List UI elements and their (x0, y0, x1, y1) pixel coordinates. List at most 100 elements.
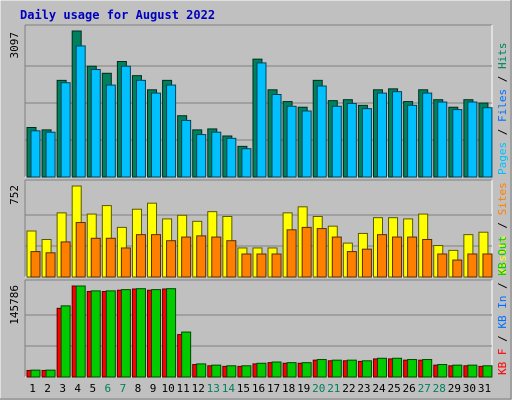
bar-files-day-9 (151, 92, 162, 178)
bar-sites-day-26 (407, 236, 418, 278)
x-tick-label: 3 (59, 382, 66, 395)
bar-files-day-2 (45, 131, 56, 178)
y-tick-label: 752 (8, 185, 21, 205)
x-tick-label: 11 (177, 382, 190, 395)
x-tick-label: 7 (120, 382, 127, 395)
bar-kb-out-day-11 (181, 331, 192, 378)
bar-sites-day-24 (376, 234, 387, 278)
y-tick-label: 145786 (8, 285, 21, 325)
legend-entry: KB Out (496, 236, 509, 276)
bar-files-day-15 (241, 148, 252, 178)
bar-sites-day-14 (226, 240, 237, 278)
legend-entry: Visits (496, 235, 509, 275)
bar-files-day-19 (301, 110, 312, 178)
x-tick-label: 8 (135, 382, 142, 395)
bar-kb-out-day-1 (30, 369, 41, 378)
bar-files-day-17 (271, 94, 282, 178)
x-tick-label: 15 (237, 382, 250, 395)
bar-kb-out-day-25 (392, 357, 403, 378)
bar-kb-out-day-31 (482, 365, 493, 378)
bar-sites-day-16 (256, 253, 267, 278)
bar-sites-day-6 (105, 237, 116, 278)
bar-kb-out-day-8 (135, 288, 146, 378)
bar-files-day-12 (196, 134, 207, 178)
bar-sites-day-21 (331, 236, 342, 278)
legend-separator: / (496, 329, 509, 349)
x-tick-label: 1 (29, 382, 36, 395)
x-tick-label: 13 (207, 382, 220, 395)
bar-kb-out-day-9 (151, 289, 162, 378)
bar-kb-out-day-17 (271, 361, 282, 378)
x-tick-label: 23 (357, 382, 370, 395)
bar-sites-day-5 (90, 237, 101, 278)
bar-files-day-14 (226, 137, 237, 178)
x-tick-label: 21 (327, 382, 340, 395)
legend-entry: Hits (496, 43, 509, 70)
panel-visits-sites: 752 Visits / Sites (8, 179, 509, 278)
panel-kbytes: 145786 KB F / KB In / KB Out (8, 236, 509, 378)
bar-sites-day-28 (437, 253, 448, 278)
legend-entry: KB In (496, 296, 509, 329)
bar-sites-day-7 (120, 247, 131, 278)
bar-kb-out-day-6 (105, 290, 116, 378)
bar-files-day-8 (135, 79, 146, 178)
bar-files-day-7 (120, 65, 131, 178)
legend-separator: / (496, 69, 509, 89)
x-tick-label: 27 (418, 382, 431, 395)
legend-hits-files-pages: Pages / Files / Hits (496, 43, 509, 176)
x-tick-label: 22 (342, 382, 355, 395)
bar-sites-day-22 (346, 251, 357, 278)
bar-files-day-27 (422, 92, 433, 178)
legend-separator: / (496, 276, 509, 296)
x-tick-label: 9 (150, 382, 157, 395)
bar-kb-out-day-15 (241, 365, 252, 378)
bar-kb-out-day-4 (75, 285, 86, 378)
legend-entry: Sites (496, 182, 509, 215)
bar-kb-out-day-7 (120, 289, 131, 378)
bar-sites-day-2 (45, 252, 56, 278)
legend-entry: Files (496, 89, 509, 122)
x-tick-label: 6 (105, 382, 112, 395)
bar-kb-out-day-28 (437, 364, 448, 378)
x-tick-label: 14 (222, 382, 236, 395)
bar-files-day-21 (331, 105, 342, 178)
bar-files-day-22 (346, 102, 357, 178)
bar-sites-day-19 (301, 226, 312, 278)
x-tick-label: 2 (44, 382, 51, 395)
bar-files-day-5 (90, 69, 101, 178)
legend-visits-sites: Visits / Sites (496, 182, 509, 275)
x-tick-label: 17 (267, 382, 280, 395)
bar-kb-out-day-16 (256, 362, 267, 378)
bar-sites-day-18 (286, 229, 297, 278)
bar-sites-day-3 (60, 241, 71, 278)
bar-files-day-16 (256, 62, 267, 178)
bar-files-day-1 (30, 130, 41, 178)
bar-kb-out-day-22 (346, 359, 357, 378)
x-tick-label: 31 (478, 382, 491, 395)
x-tick-label: 24 (372, 382, 386, 395)
chart-panels: 3097 Pages / Files / Hits 752 Visits / Site… (8, 24, 509, 378)
bar-kb-out-day-23 (361, 360, 372, 378)
legend-kbytes: KB F / KB In / KB Out (496, 236, 509, 375)
bar-kb-out-day-21 (331, 359, 342, 378)
legend-separator: / (496, 122, 509, 142)
bar-files-day-31 (482, 107, 493, 178)
x-tick-label: 10 (161, 382, 174, 395)
bar-files-day-18 (286, 105, 297, 178)
x-tick-label: 16 (252, 382, 265, 395)
bar-files-day-10 (166, 84, 177, 178)
bar-kb-out-day-18 (286, 362, 297, 378)
bar-sites-day-30 (467, 253, 478, 278)
bar-kb-out-day-2 (45, 369, 56, 378)
bar-sites-day-15 (241, 253, 252, 278)
bar-kb-out-day-24 (376, 357, 387, 378)
bar-kb-out-day-26 (407, 359, 418, 378)
bar-kb-out-day-19 (301, 362, 312, 378)
legend-entry: Pages (496, 142, 509, 175)
bar-sites-day-23 (361, 248, 372, 278)
x-tick-label: 25 (387, 382, 400, 395)
x-tick-label: 29 (448, 382, 461, 395)
bar-sites-day-27 (422, 238, 433, 278)
x-tick-label: 4 (74, 382, 81, 395)
